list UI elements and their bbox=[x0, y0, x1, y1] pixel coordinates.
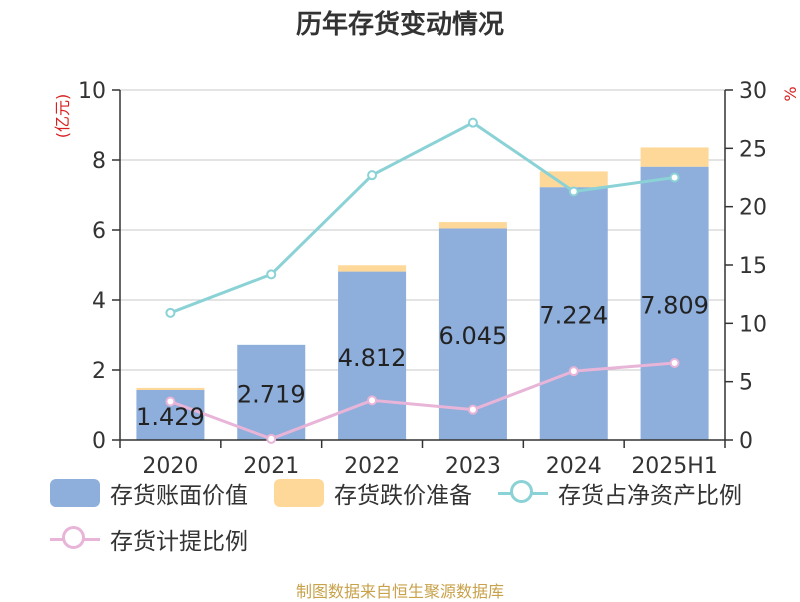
bar-value-label: 4.812 bbox=[338, 344, 407, 372]
chart-title: 历年存货变动情况 bbox=[295, 10, 504, 40]
point-net-asset-ratio bbox=[367, 170, 378, 181]
point-net-asset-ratio bbox=[165, 307, 176, 318]
legend-item-book-value[interactable]: 存货账面价值 bbox=[50, 476, 248, 510]
point-provision-ratio bbox=[165, 396, 176, 407]
point-provision-ratio bbox=[266, 433, 277, 444]
legend-swatch-net-asset-ratio bbox=[498, 479, 548, 507]
bar-impairment bbox=[136, 387, 205, 390]
right-tick-label: 15 bbox=[739, 254, 767, 279]
bar-value-label: 2.719 bbox=[237, 380, 306, 408]
legend-label-impairment: 存货跌价准备 bbox=[334, 483, 472, 509]
x-tick-label: 2022 bbox=[344, 454, 400, 479]
right-tick-label: 25 bbox=[739, 137, 767, 162]
chart-legend: 存货账面价值 存货跌价准备 存货占净资产比例 存货计提比例 bbox=[50, 470, 790, 570]
bar-book-value bbox=[237, 344, 306, 440]
left-tick-label: 8 bbox=[92, 149, 106, 174]
legend-item-impairment[interactable]: 存货跌价准备 bbox=[274, 476, 472, 510]
legend-swatch-provision-ratio bbox=[50, 525, 100, 553]
bar-impairment bbox=[640, 147, 709, 167]
data-source-note: 制图数据来自恒生聚源数据库 bbox=[295, 582, 504, 601]
x-tick-label: 2024 bbox=[546, 454, 602, 479]
point-net-asset-ratio bbox=[568, 186, 579, 197]
point-provision-ratio bbox=[467, 404, 478, 415]
legend-swatch-impairment bbox=[274, 479, 324, 507]
bar-book-value bbox=[338, 271, 407, 440]
right-tick-label: 30 bbox=[739, 79, 767, 104]
bar-impairment bbox=[338, 265, 407, 272]
bar-value-label: 7.809 bbox=[640, 291, 709, 319]
x-tick-label: 2020 bbox=[142, 454, 198, 479]
point-net-asset-ratio bbox=[669, 172, 680, 183]
bar-value-label: 7.224 bbox=[539, 302, 608, 330]
bar-book-value bbox=[640, 166, 709, 440]
point-provision-ratio bbox=[669, 358, 680, 368]
line-provision-ratio bbox=[169, 361, 675, 441]
left-tick-label: 4 bbox=[92, 289, 106, 314]
left-axis-title: (亿元) bbox=[53, 94, 72, 139]
left-tick-label: 2 bbox=[92, 359, 106, 384]
left-tick-label: 6 bbox=[92, 219, 106, 244]
bar-book-value bbox=[539, 187, 608, 440]
bar-value-label: 1.429 bbox=[136, 403, 205, 431]
right-tick-label: 5 bbox=[739, 371, 753, 396]
left-tick-label: 10 bbox=[78, 79, 106, 104]
x-tick-label: 2021 bbox=[243, 454, 299, 479]
x-tick-label: 2025H1 bbox=[631, 454, 718, 479]
legend-item-provision-ratio[interactable]: 存货计提比例 bbox=[50, 522, 248, 556]
right-tick-label: 0 bbox=[739, 429, 753, 454]
legend-item-net-asset-ratio[interactable]: 存货占净资产比例 bbox=[498, 476, 742, 510]
right-tick-label: 10 bbox=[739, 312, 767, 337]
legend-label-net-asset-ratio: 存货占净资产比例 bbox=[558, 483, 742, 509]
bar-impairment bbox=[539, 171, 608, 188]
point-net-asset-ratio bbox=[467, 117, 478, 128]
right-tick-label: 20 bbox=[739, 196, 767, 221]
point-net-asset-ratio bbox=[266, 269, 277, 280]
line-net-asset-ratio bbox=[169, 121, 675, 315]
bar-impairment bbox=[438, 222, 507, 229]
x-tick-label: 2023 bbox=[445, 454, 501, 479]
legend-label-provision-ratio: 存货计提比例 bbox=[110, 529, 248, 555]
point-provision-ratio bbox=[367, 395, 378, 406]
right-axis-title: % bbox=[781, 86, 800, 101]
legend-swatch-book-value bbox=[50, 479, 100, 507]
legend-label-book-value: 存货账面价值 bbox=[110, 483, 248, 509]
bar-value-label: 6.045 bbox=[439, 322, 508, 350]
left-tick-label: 0 bbox=[92, 429, 106, 454]
point-provision-ratio bbox=[568, 366, 579, 377]
